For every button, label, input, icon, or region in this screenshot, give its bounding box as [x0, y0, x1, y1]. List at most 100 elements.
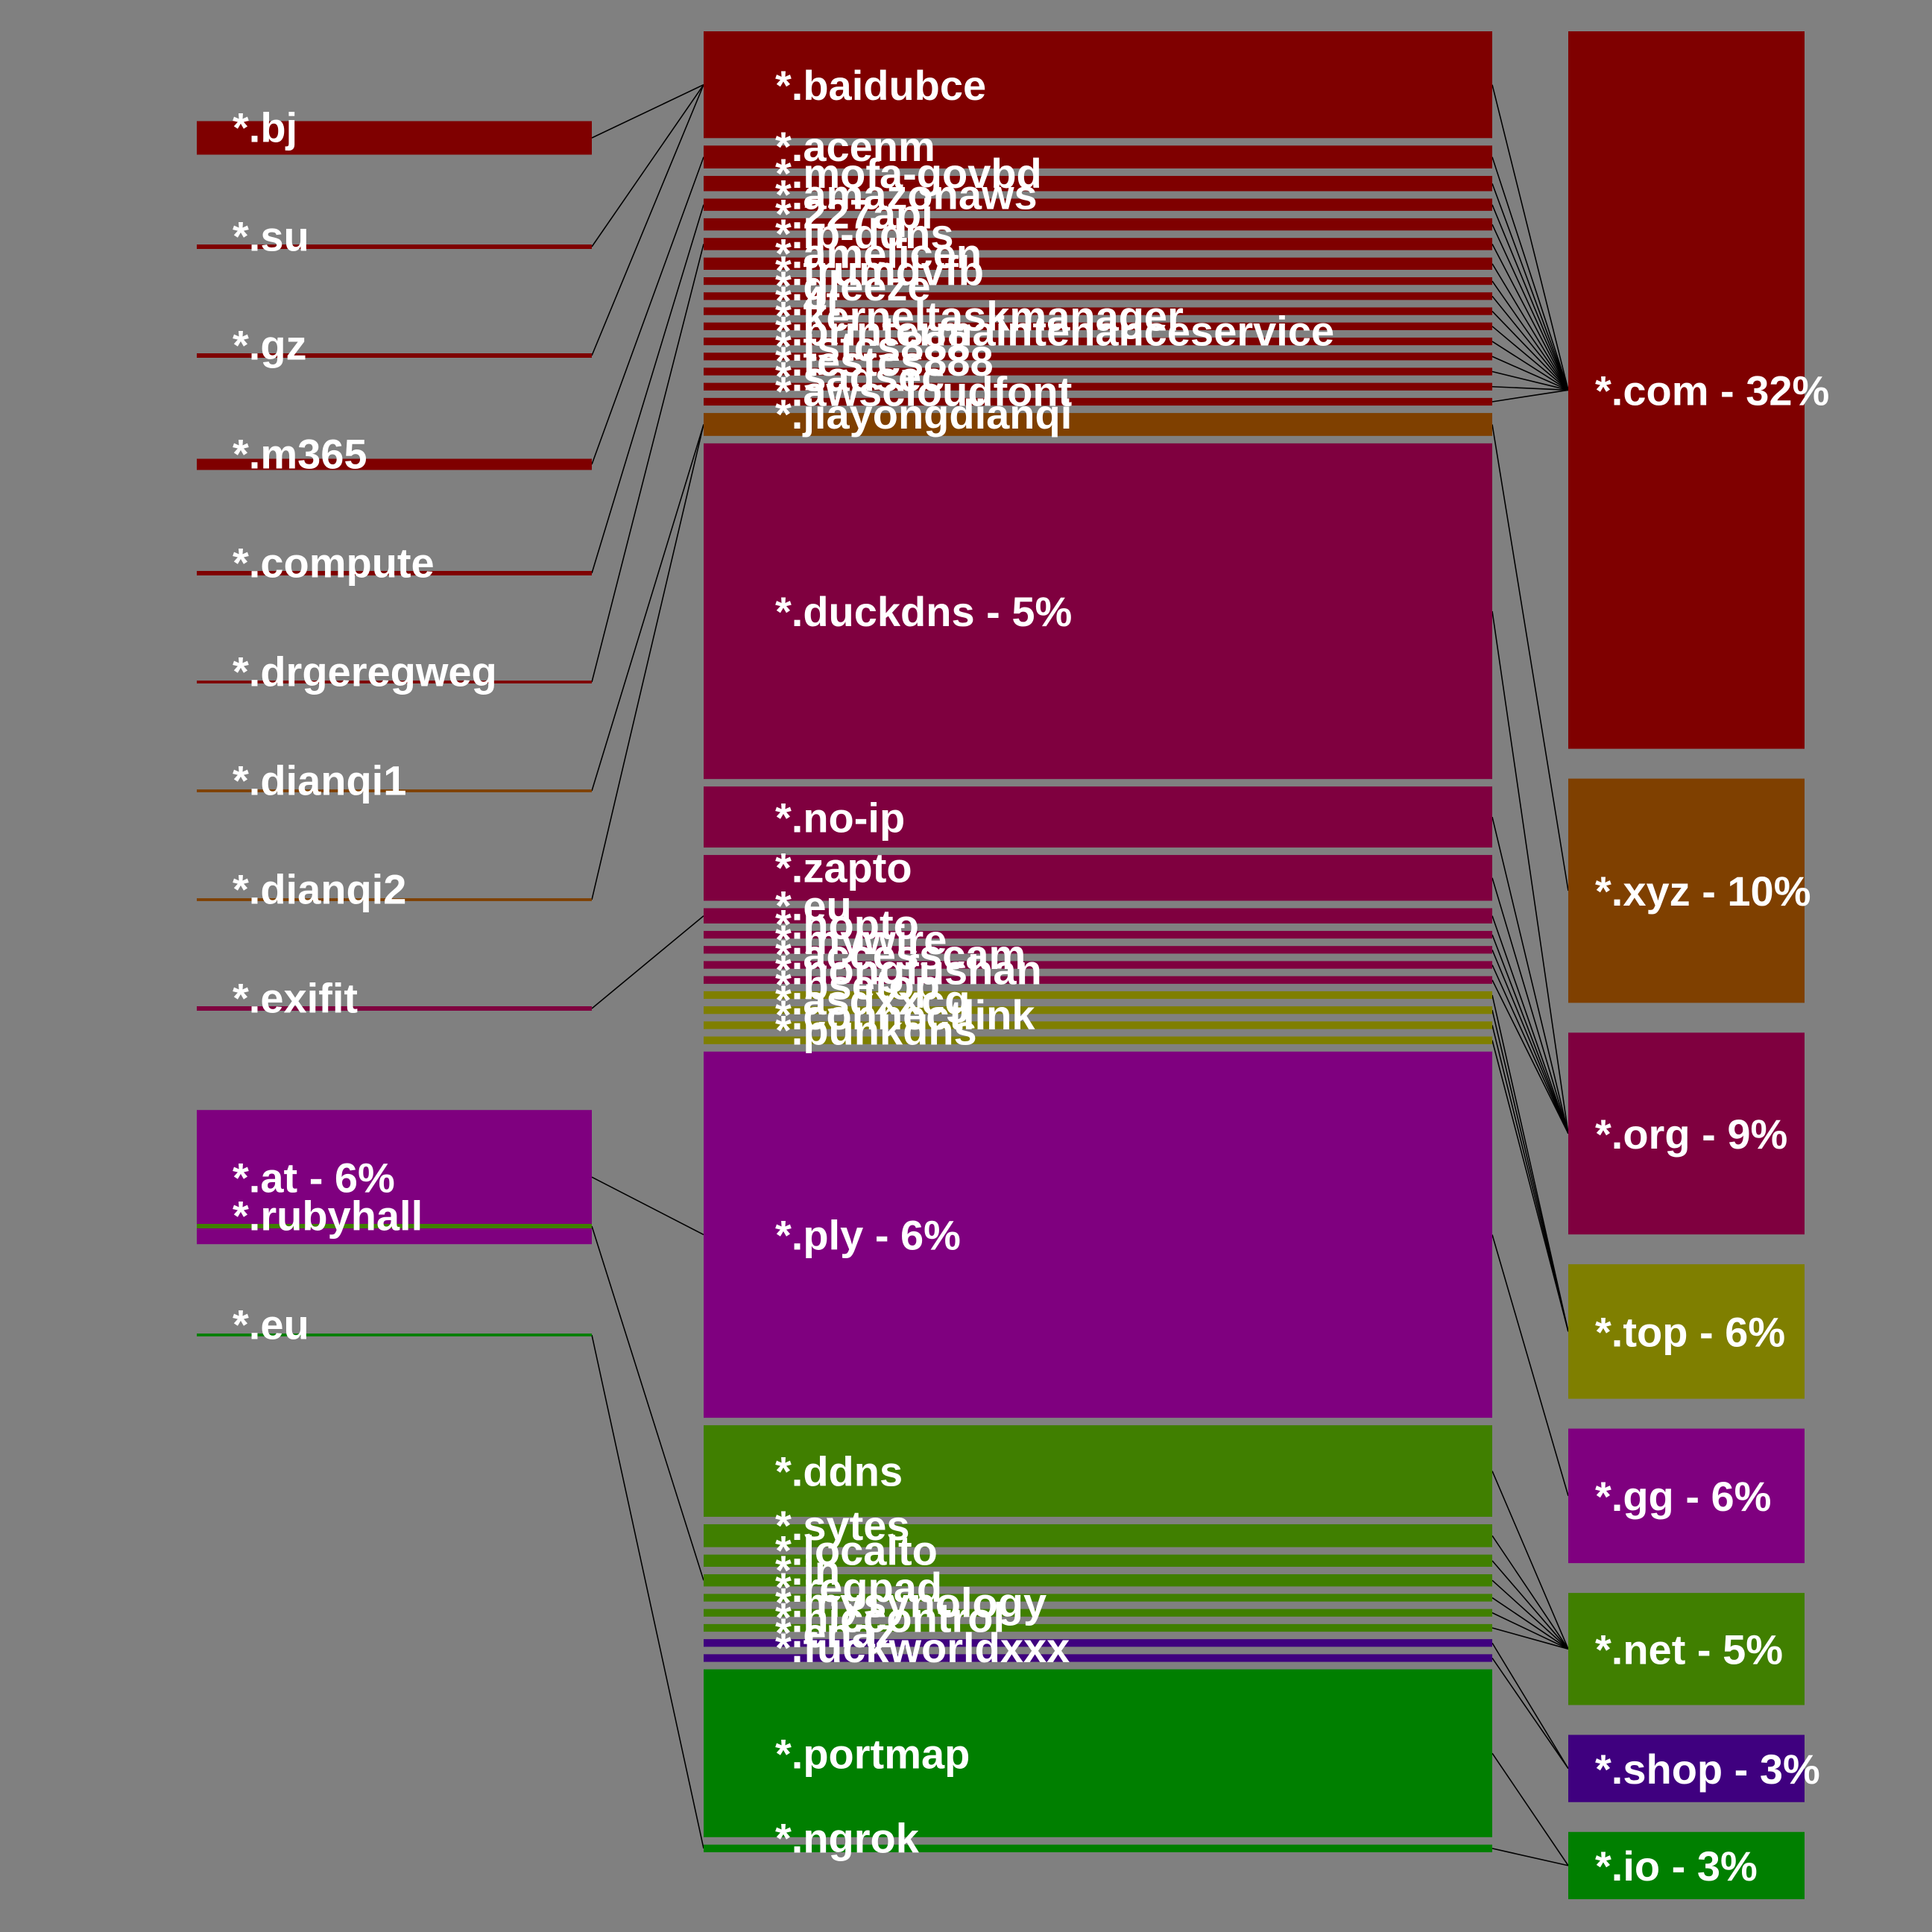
- middle-node-zapto: [704, 855, 1492, 901]
- link-middle-29-to-right-4: [1491, 1234, 1569, 1497]
- middle-label-eu: *.eu: [775, 882, 852, 929]
- middle-node-sytes: [704, 1524, 1492, 1547]
- left-label-m365: *.m365: [233, 431, 367, 478]
- middle-label-amazonaws: *.amazonaws: [775, 171, 1038, 218]
- middle-label-no-ip: *.no-ip: [775, 794, 905, 841]
- right-label-gg-6: *.gg - 6%: [1595, 1473, 1771, 1520]
- link-left-6-to-middle-16: [591, 424, 704, 792]
- middle-label-ply-6: *.ply - 6%: [775, 1212, 961, 1259]
- middle-label-mywire: *.mywire: [775, 916, 947, 963]
- left-node-dianqi2: [197, 898, 592, 901]
- middle-node-jiayongdianqi: [704, 413, 1492, 436]
- middle-node-4t: [704, 307, 1492, 315]
- right-node-org-9: [1568, 1032, 1805, 1235]
- link-middle-4-to-right-0: [1491, 224, 1569, 391]
- middle-node-trumdvfb: [704, 277, 1492, 285]
- bars-layer: [197, 31, 1805, 1899]
- middle-label-acenm: *.acenm: [775, 123, 935, 170]
- middle-label-amelicen: *.amelicen: [775, 230, 982, 277]
- left-label-su: *.su: [233, 213, 309, 260]
- link-middle-34-to-right-5: [1491, 1597, 1569, 1650]
- right-label-com-32: *.com - 32%: [1595, 367, 1829, 414]
- link-middle-37-to-right-6: [1491, 1642, 1569, 1770]
- link-middle-17-to-right-2: [1491, 610, 1569, 1134]
- right-label-org-9: *.org - 9%: [1595, 1111, 1787, 1158]
- link-middle-6-to-right-0: [1491, 263, 1569, 391]
- middle-label-4t: *.4t: [775, 277, 840, 324]
- middle-node-mywire: [704, 946, 1492, 954]
- right-node-io-3: [1568, 1831, 1805, 1899]
- middle-label-227api: *.227api: [775, 191, 933, 238]
- link-middle-0-to-right-0: [1491, 84, 1569, 391]
- middle-node-mofa-govbd: [704, 176, 1492, 192]
- link-left-10-to-middle-33: [591, 1225, 704, 1581]
- middle-label-regpad: *.regpad: [775, 1564, 942, 1611]
- link-middle-33-to-right-5: [1491, 1579, 1569, 1650]
- left-label-gz: *.gz: [233, 322, 307, 369]
- left-label-compute: *.compute: [233, 540, 435, 587]
- left-node-gz: [197, 353, 592, 358]
- left-node-drgeregweg: [197, 681, 592, 684]
- link-middle-7-to-right-0: [1491, 280, 1569, 391]
- middle-node-printermaintenanceservice: [704, 337, 1492, 346]
- left-label-dianqi2: *.dianqi2: [233, 866, 406, 913]
- link-middle-15-to-right-0: [1491, 389, 1569, 402]
- links-layer: [591, 83, 1569, 1866]
- middle-node-bsetop: [704, 991, 1492, 1000]
- right-label-top-6: *.top - 6%: [1595, 1309, 1785, 1356]
- middle-label-punkdns: *.punkdns: [775, 1006, 977, 1053]
- link-middle-1-to-right-0: [1491, 157, 1569, 391]
- middle-label-testcs888: *.testcs888: [775, 338, 994, 385]
- left-label-at-6: *.at - 6%: [233, 1154, 395, 1201]
- link-left-3-to-middle-1: [591, 157, 704, 465]
- link-middle-40-to-right-7: [1491, 1848, 1569, 1866]
- middle-node-testcs888: [704, 367, 1492, 376]
- middle-label-localto: *.localto: [775, 1527, 938, 1573]
- link-left-7-to-middle-16: [591, 424, 704, 900]
- middle-node-acenm: [704, 145, 1492, 169]
- left-node-at-6: [197, 1110, 592, 1245]
- middle-label-connectlink: *.connectlink: [775, 991, 1035, 1038]
- left-label-bj: *.bj: [233, 104, 297, 151]
- middle-label-ngrok: *.ngrok: [775, 1814, 920, 1861]
- middle-label-asdxxcg: *.asdxxcg: [775, 976, 970, 1023]
- middle-node-fuckworldxxx: [704, 1654, 1492, 1662]
- right-node-com-32: [1568, 31, 1805, 749]
- right-node-shop-3: [1568, 1734, 1805, 1802]
- link-middle-32-to-right-5: [1491, 1560, 1569, 1650]
- middle-node-duckdns-5: [704, 443, 1492, 780]
- middle-label-mysynology: *.mysynology: [775, 1579, 1046, 1626]
- left-node-bj: [197, 121, 592, 155]
- link-middle-19-to-right-2: [1491, 877, 1569, 1134]
- middle-label-baidubce: *.baidubce: [775, 62, 986, 109]
- middle-node-awscloudfont: [704, 397, 1492, 406]
- link-middle-27-to-right-3: [1491, 1025, 1569, 1332]
- middle-node-hopto: [704, 930, 1492, 939]
- middle-node-ply-6: [704, 1051, 1492, 1418]
- middle-node-kerneltaskmanager: [704, 322, 1492, 330]
- middle-node-baidubce: [704, 31, 1492, 139]
- middle-node-ip-ddns: [704, 238, 1492, 250]
- middle-node-227api: [704, 218, 1492, 231]
- link-middle-24-to-right-2: [1491, 979, 1569, 1134]
- link-middle-31-to-right-5: [1491, 1535, 1569, 1650]
- link-left-9-to-middle-29: [591, 1176, 704, 1236]
- middle-label-tstcs888: *.tstcs888: [775, 323, 970, 370]
- left-label-eu: *.eu: [233, 1301, 309, 1348]
- middle-label-enaz: *.enaz: [775, 1609, 896, 1656]
- middle-label-mofa-govbd: *.mofa-govbd: [775, 150, 1042, 197]
- link-left-5-to-middle-5: [591, 244, 704, 683]
- link-middle-36-to-right-5: [1491, 1627, 1569, 1650]
- middle-label-kerneltaskmanager: *.kerneltaskmanager: [775, 292, 1184, 339]
- left-label-exifit: *.exifit: [233, 975, 358, 1022]
- link-middle-28-to-right-3: [1491, 1040, 1569, 1332]
- middle-node-portmap: [704, 1669, 1492, 1837]
- middle-label-sadsec: *.sadsec: [775, 353, 944, 400]
- link-middle-16-to-right-1: [1491, 424, 1569, 891]
- link-middle-18-to-right-2: [1491, 816, 1569, 1134]
- link-left-0-to-middle-0: [591, 83, 704, 139]
- middle-node-no-ip: [704, 786, 1492, 848]
- right-label-io-3: *.io - 3%: [1595, 1843, 1758, 1890]
